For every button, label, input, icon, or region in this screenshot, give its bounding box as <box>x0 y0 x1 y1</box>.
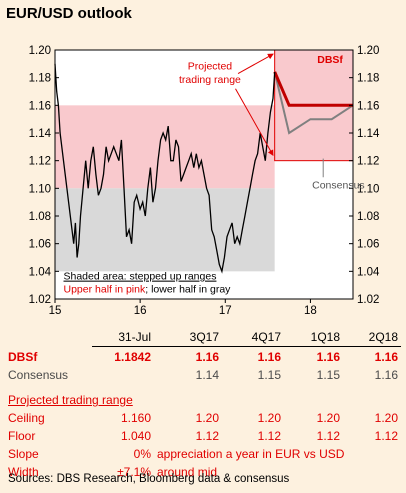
projected-label-line1: Projected <box>188 60 233 72</box>
y-tick-label-left: 1.12 <box>29 156 51 168</box>
table-cell: 1.16 <box>257 350 281 364</box>
legend-line1: Shaded area: stepped up ranges <box>64 271 217 283</box>
y-tick-label-right: 1.08 <box>357 211 379 223</box>
table-cell: 1.12 <box>257 429 281 443</box>
y-tick-label-right: 1.02 <box>357 294 379 306</box>
table-cell: 1.1842 <box>114 350 151 364</box>
y-tick-label-left: 1.14 <box>29 128 52 140</box>
col-header: 3Q17 <box>189 330 219 344</box>
slope-value: 0% <box>133 447 151 461</box>
row-label: Slope <box>8 447 39 461</box>
y-tick-label-left: 1.20 <box>29 45 51 57</box>
y-tick-label-right: 1.10 <box>357 183 379 195</box>
range-band-gray <box>55 188 275 272</box>
range-heading: Projected trading range <box>0 393 406 409</box>
table-row-slope: Slope 0% appreciation a year in EUR vs U… <box>0 447 406 463</box>
legend-line2: Upper half in pink; lower half in gray <box>64 284 232 296</box>
table-row-width: Width ±7.1% around mid <box>0 465 406 481</box>
eurusd-chart: 1.02 1.02 1.04 1.04 1.06 1.06 1.08 1.08 1.10 1.10… <box>29 45 380 317</box>
annotations: DBSf Consensus Projected trading range Shade… <box>64 53 365 296</box>
y-tick-label-right: 1.06 <box>357 239 379 251</box>
row-label: DBSf <box>8 350 38 364</box>
spot-line <box>54 63 276 274</box>
width-description: around mid <box>157 465 218 479</box>
table-cell: 1.12 <box>316 429 340 443</box>
axis-ticks: 1.02 1.02 1.04 1.04 1.06 1.06 1.08 1.08 1.10 1.10… <box>29 45 380 317</box>
table-cell: 1.16 <box>195 350 219 364</box>
row-label: Consensus <box>8 368 69 382</box>
col-header: 31-Jul <box>118 330 151 344</box>
arrow-to-floor <box>235 88 274 157</box>
projected-label-line2: trading range <box>179 74 241 86</box>
header-rule <box>92 346 401 347</box>
table-cell: 1.20 <box>374 411 398 425</box>
price-series <box>54 63 354 274</box>
y-tick-label-right: 1.04 <box>357 266 380 278</box>
consensus-label: Consensus <box>312 179 365 191</box>
y-tick-label-right: 1.18 <box>357 73 379 85</box>
y-tick-label-left: 1.04 <box>29 266 52 278</box>
table-cell: 1.16 <box>374 368 398 382</box>
y-tick-label-left: 1.08 <box>29 211 51 223</box>
dbsf-line <box>273 71 353 107</box>
table-header-row: 31-Jul 3Q17 4Q17 1Q18 2Q18 <box>0 330 406 346</box>
plot-border <box>54 49 354 300</box>
col-header: 4Q17 <box>251 330 281 344</box>
width-value: ±7.1% <box>117 465 151 479</box>
table-row-ceiling: Ceiling 1.160 1.20 1.20 1.20 1.20 <box>0 411 406 427</box>
dbsf-label: DBSf <box>317 54 343 66</box>
table-cell: 1.14 <box>195 368 219 382</box>
table-row-floor: Floor 1.040 1.12 1.12 1.12 1.12 <box>0 429 406 445</box>
source-note: Sources: DBS Research, Bloomberg data & … <box>8 473 290 485</box>
col-header: 1Q18 <box>310 330 340 344</box>
chart-title: EUR/USD outlook <box>6 5 132 22</box>
table-cell: 1.040 <box>120 429 151 443</box>
y-tick-label-right: 1.20 <box>357 45 379 57</box>
y-tick-label-left: 1.02 <box>29 294 51 306</box>
table-cell: 1.12 <box>374 429 398 443</box>
table-cell: 1.15 <box>257 368 281 382</box>
y-tick-label-right: 1.16 <box>357 100 379 112</box>
table-cell: 1.20 <box>195 411 219 425</box>
x-tick-label: 18 <box>304 305 317 317</box>
range-heading-label: Projected trading range <box>8 393 133 407</box>
y-tick-label-left: 1.16 <box>29 100 51 112</box>
plot-frame <box>54 49 354 300</box>
x-tick-label: 17 <box>219 305 232 317</box>
x-tick-label: 15 <box>49 305 62 317</box>
y-tick-label-right: 1.14 <box>357 128 380 140</box>
range-band-pink <box>55 105 275 189</box>
row-label: Floor <box>8 429 36 443</box>
y-tick-label-left: 1.18 <box>29 73 51 85</box>
y-tick-label-left: 1.06 <box>29 239 51 251</box>
legend-pink-text: Upper half in pink <box>64 284 146 296</box>
table-cell: 1.160 <box>120 411 151 425</box>
legend-gray-text: lower half in gray <box>151 284 231 296</box>
table-cell: 1.12 <box>195 429 219 443</box>
row-label: Width <box>8 465 39 479</box>
table-cell: 1.20 <box>257 411 281 425</box>
table-row-dbsf: DBSf 1.1842 1.16 1.16 1.16 1.16 <box>0 350 406 366</box>
arrow-to-ceiling <box>237 53 274 74</box>
table-row-consensus: Consensus 1.14 1.15 1.15 1.16 <box>0 368 406 384</box>
slope-description: appreciation a year in EUR vs USD <box>157 447 345 461</box>
y-tick-label-right: 1.12 <box>357 156 379 168</box>
row-label: Ceiling <box>8 411 45 425</box>
consensus-line <box>273 71 354 135</box>
y-tick-label-left: 1.10 <box>29 183 51 195</box>
table-cell: 1.16 <box>316 350 340 364</box>
table-cell: 1.15 <box>316 368 340 382</box>
legend-separator: ; <box>145 284 151 296</box>
table-cell: 1.16 <box>374 350 398 364</box>
col-header: 2Q18 <box>368 330 398 344</box>
x-tick-label: 16 <box>134 305 147 317</box>
table-cell: 1.20 <box>316 411 340 425</box>
